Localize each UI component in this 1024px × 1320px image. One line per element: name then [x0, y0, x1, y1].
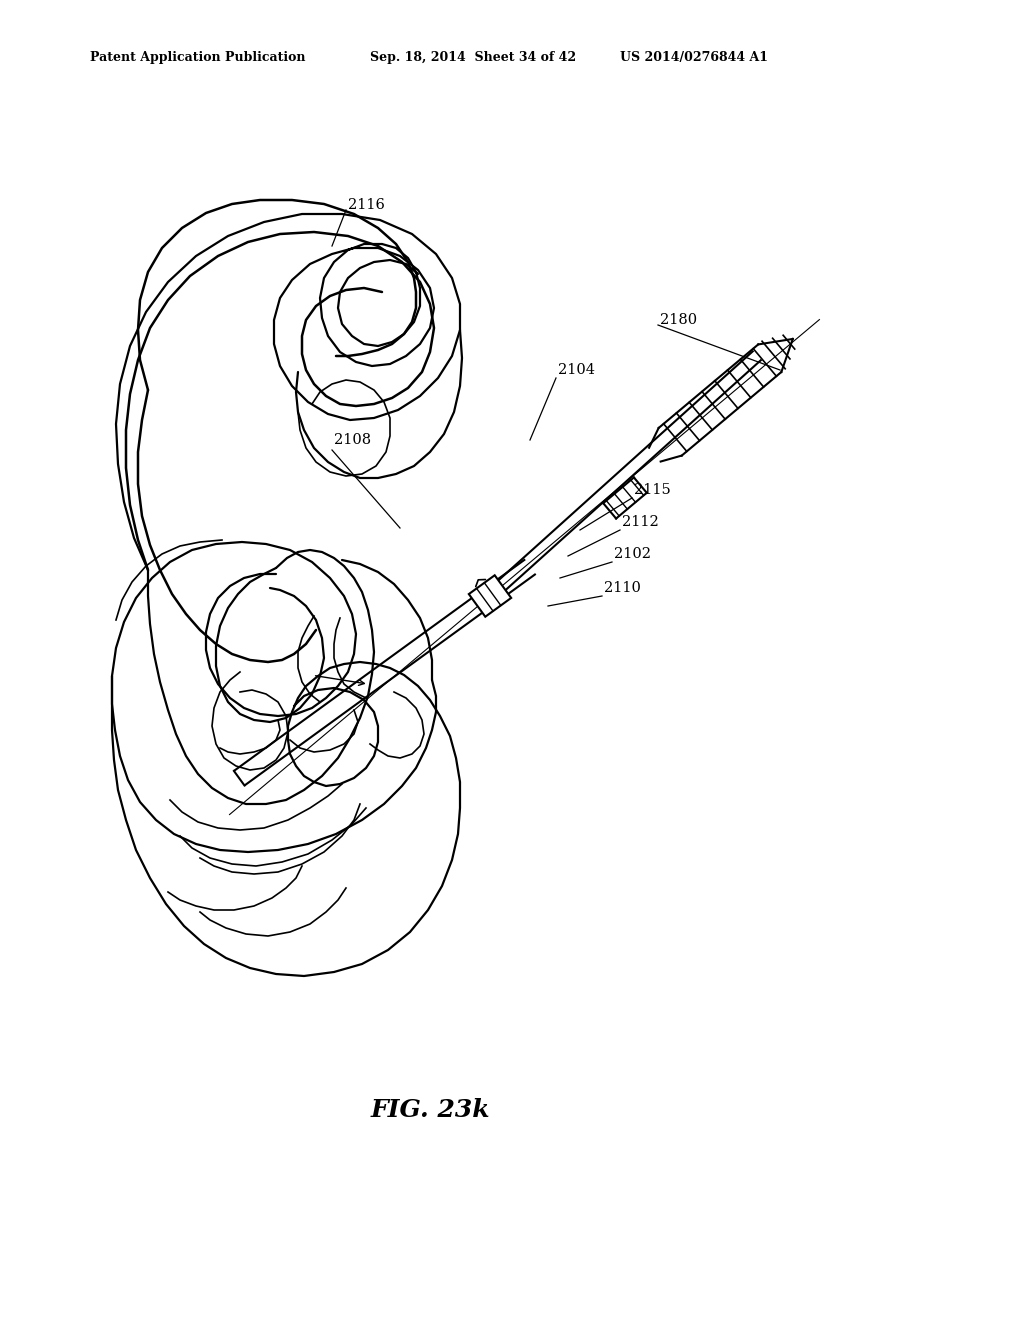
Text: 2102: 2102 [614, 546, 651, 561]
Polygon shape [469, 576, 511, 616]
Text: 2104: 2104 [558, 363, 595, 378]
Text: 2110: 2110 [604, 581, 641, 595]
Text: 2116: 2116 [348, 198, 385, 213]
Text: 2108: 2108 [334, 433, 371, 447]
Text: 2112: 2112 [622, 515, 658, 529]
Text: 2115: 2115 [634, 483, 671, 498]
Text: FIG. 23k: FIG. 23k [371, 1098, 489, 1122]
Text: Sep. 18, 2014  Sheet 34 of 42: Sep. 18, 2014 Sheet 34 of 42 [370, 51, 577, 65]
Text: US 2014/0276844 A1: US 2014/0276844 A1 [620, 51, 768, 65]
Text: 2180: 2180 [660, 313, 697, 327]
Text: Patent Application Publication: Patent Application Publication [90, 51, 305, 65]
Polygon shape [494, 351, 762, 594]
